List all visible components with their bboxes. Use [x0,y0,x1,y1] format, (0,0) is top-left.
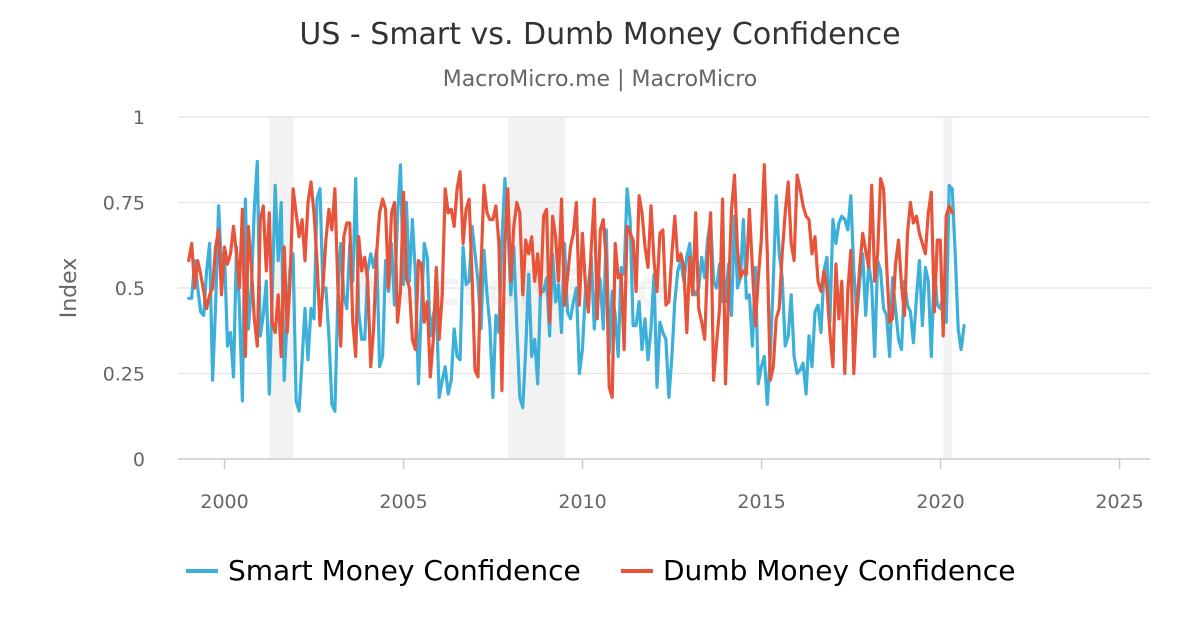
y-tick-label: 0.25 [103,364,145,386]
chart-title: US - Smart vs. Dumb Money Confidence [299,17,900,52]
legend-item-smart[interactable]: Smart Money Confidence [186,554,581,587]
y-tick-label: 0 [133,449,145,471]
x-tick-label: 2015 [737,491,785,513]
x-tick-label: 2005 [379,491,427,513]
legend-item-dumb[interactable]: Dumb Money Confidence [621,554,1015,587]
y-tick-label: 0.5 [115,278,145,300]
y-axis-label: Index [57,258,82,319]
legend: Smart Money Confidence Dumb Money Confid… [186,554,1015,587]
series-line-dumb [187,163,954,399]
axes: 2000 2005 2010 2015 2020 2025 [178,458,1150,513]
y-tick-label: 1 [133,107,145,129]
chart-subtitle: MacroMicro.me | MacroMicro [443,67,758,92]
legend-label-dumb: Dumb Money Confidence [663,554,1015,587]
y-tick-label: 0.75 [103,193,145,215]
x-tick-label: 2020 [916,491,964,513]
series [187,159,966,413]
series-line-smart [187,159,966,413]
x-tick-label: 2010 [558,491,606,513]
legend-label-smart: Smart Money Confidence [228,554,581,587]
x-tick-label: 2000 [200,491,248,513]
x-tick-label: 2025 [1095,491,1143,513]
